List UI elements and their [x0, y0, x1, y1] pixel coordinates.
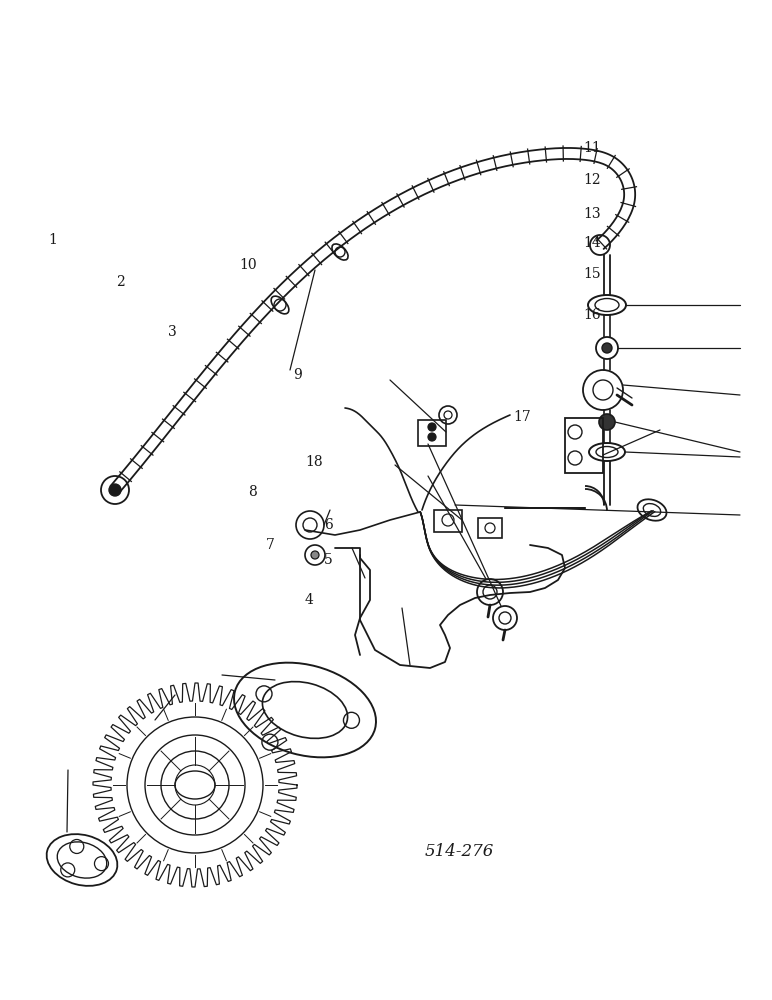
Text: 5: 5 [324, 553, 333, 567]
Circle shape [599, 414, 615, 430]
Text: 1: 1 [48, 233, 56, 247]
Text: 15: 15 [583, 267, 601, 281]
Text: 10: 10 [239, 258, 257, 272]
Text: 18: 18 [305, 455, 323, 469]
Text: 514-276: 514-276 [425, 844, 494, 860]
Text: 4: 4 [305, 593, 313, 607]
Bar [565, 418, 603, 473]
Text: 17: 17 [513, 410, 531, 424]
Bar [434, 510, 462, 532]
Text: 2: 2 [116, 275, 124, 289]
Circle shape [109, 484, 121, 496]
Bar [478, 518, 502, 538]
Text: 16: 16 [583, 308, 601, 322]
Circle shape [428, 433, 436, 441]
Text: 7: 7 [266, 538, 275, 552]
Bar [418, 420, 446, 446]
Text: 3: 3 [168, 325, 177, 339]
Text: 8: 8 [249, 485, 257, 499]
Text: 6: 6 [324, 518, 333, 532]
Circle shape [602, 343, 612, 353]
Text: 11: 11 [583, 141, 601, 155]
Circle shape [311, 551, 319, 559]
Text: 13: 13 [583, 207, 601, 221]
Text: 9: 9 [293, 368, 302, 382]
Text: 12: 12 [583, 173, 601, 187]
Circle shape [428, 423, 436, 431]
Text: 14: 14 [583, 236, 601, 250]
